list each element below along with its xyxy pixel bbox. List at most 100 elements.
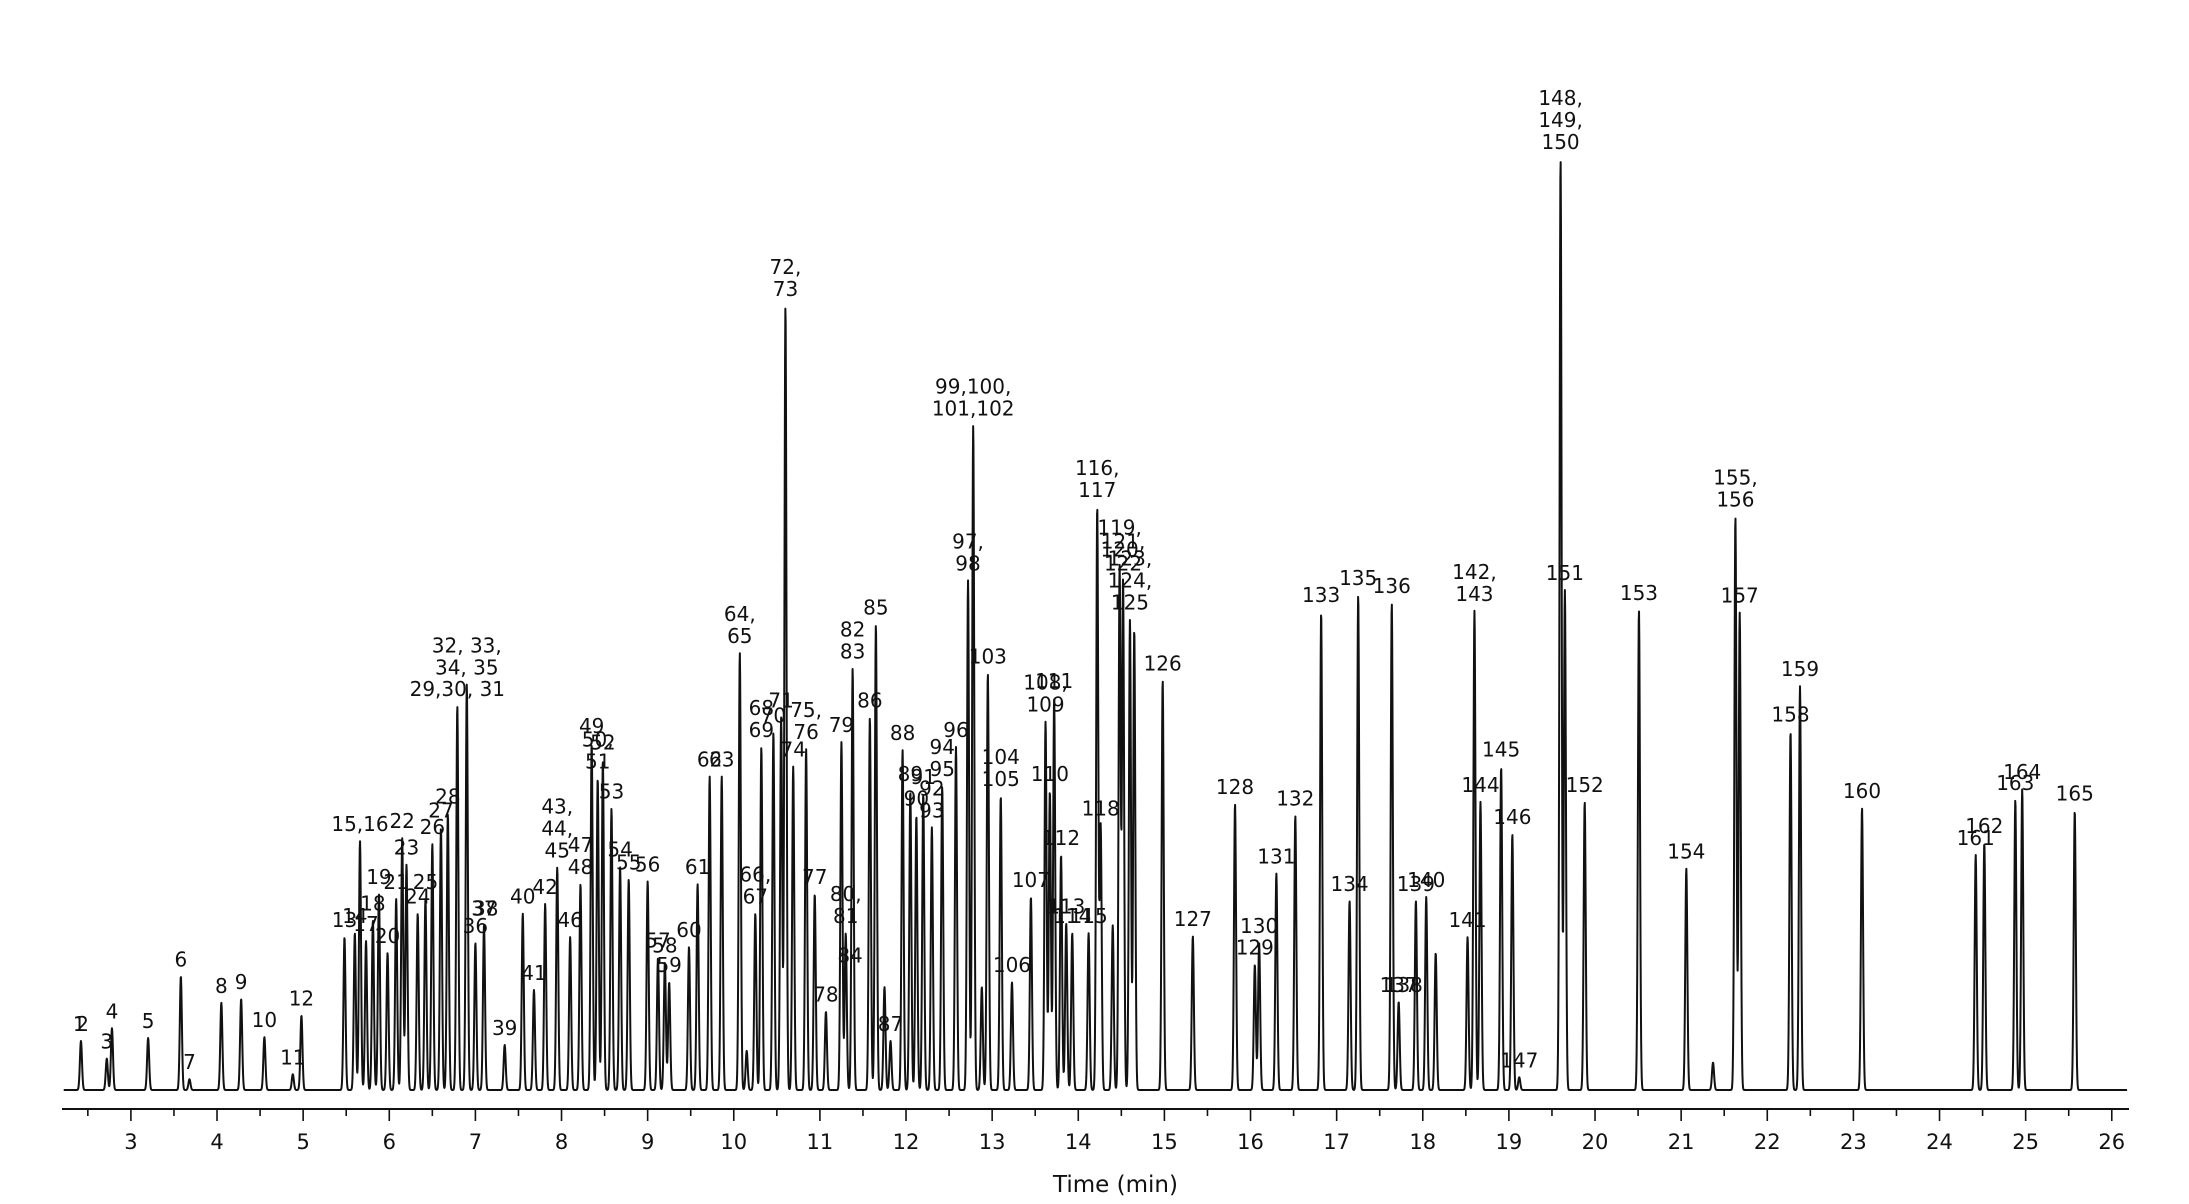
peak-label: 159 bbox=[1781, 657, 1819, 681]
peak-label: 113 bbox=[1047, 894, 1085, 918]
peak-label: 157 bbox=[1721, 584, 1759, 608]
peak-label: 108, bbox=[1023, 671, 1068, 695]
peak-label: 124, bbox=[1108, 569, 1153, 593]
peak-label: 103 bbox=[969, 645, 1007, 669]
peak-label: 41 bbox=[521, 961, 546, 985]
peak-label: 82 bbox=[840, 618, 865, 642]
peak-label: 21 bbox=[383, 870, 408, 894]
peak-label: 139 bbox=[1397, 872, 1435, 896]
peak-label: 58 bbox=[652, 934, 677, 958]
x-axis-group: 3 4 5 6 7 8 9 10 11 12 13 14 15 16 17 18 19 20 21 22 23 24 25 2… bbox=[62, 1108, 2129, 1154]
x-tick-label: 12 bbox=[893, 1130, 920, 1154]
peak-label: 2 bbox=[76, 1012, 89, 1036]
peak-label: 114 bbox=[1053, 904, 1091, 928]
peak-label: 7 bbox=[183, 1050, 196, 1074]
peak-label: 116, bbox=[1075, 456, 1120, 480]
trace-group bbox=[63, 161, 2128, 1091]
peak-label: 34, 35 bbox=[435, 655, 499, 679]
peak-label: 119, bbox=[1097, 516, 1142, 540]
peak-label: 126 bbox=[1144, 651, 1182, 675]
peak-label: 75, bbox=[790, 698, 822, 722]
peak-label: 122 bbox=[1104, 551, 1142, 575]
peak-label: 40 bbox=[510, 885, 535, 909]
peak-label: 32, 33, bbox=[432, 633, 502, 657]
peak-label: 118 bbox=[1082, 796, 1120, 820]
peak-label: 66, bbox=[739, 863, 771, 887]
peak-label: 98 bbox=[955, 551, 980, 575]
peak-label: 48 bbox=[568, 855, 593, 879]
x-axis-title: Time (min) bbox=[1052, 1172, 1178, 1198]
peak-label: 134 bbox=[1330, 872, 1368, 896]
peak-label: 141 bbox=[1448, 908, 1486, 932]
peak-label: 104 bbox=[982, 745, 1020, 769]
x-tick-label: 25 bbox=[2012, 1130, 2039, 1154]
x-tick-label: 9 bbox=[641, 1130, 654, 1154]
peak-label: 47 bbox=[568, 833, 593, 857]
peak-label: 121, bbox=[1101, 529, 1146, 553]
peak-label: 38 bbox=[473, 896, 498, 920]
x-tick-label: 20 bbox=[1582, 1130, 1609, 1154]
x-tick-label: 11 bbox=[807, 1130, 834, 1154]
peak-label: 125 bbox=[1111, 591, 1149, 615]
peak-label: 56 bbox=[635, 852, 660, 876]
x-tick-label: 7 bbox=[469, 1130, 482, 1154]
peak-label: 43, bbox=[541, 795, 573, 819]
peak-label: 62 bbox=[697, 747, 722, 771]
peak-label: 37 bbox=[471, 896, 496, 920]
peak-label: 93 bbox=[919, 798, 944, 822]
peak-label: 106 bbox=[993, 953, 1031, 977]
peak-label: 117 bbox=[1078, 478, 1116, 502]
peak-label: 99,100, bbox=[935, 375, 1011, 399]
x-tick-label: 19 bbox=[1496, 1130, 1523, 1154]
peak-label: 112 bbox=[1042, 826, 1080, 850]
peak-label: 24 bbox=[405, 885, 430, 909]
peak-label: 115 bbox=[1070, 904, 1108, 928]
peak-label: 80, bbox=[830, 882, 862, 906]
peak-label: 29,30, 31 bbox=[410, 677, 505, 701]
x-tick-label: 6 bbox=[383, 1130, 396, 1154]
peak-label: 20 bbox=[375, 924, 400, 948]
peak-label: 1 bbox=[73, 1012, 86, 1036]
peak-label: 133 bbox=[1302, 583, 1340, 607]
peak-label: 165 bbox=[2056, 782, 2094, 806]
peak-label: 12 bbox=[289, 987, 314, 1011]
peak-label: 27 bbox=[428, 798, 453, 822]
peak-label: 65 bbox=[727, 624, 752, 648]
peak-label: 77 bbox=[802, 865, 827, 889]
peak-label: 73 bbox=[773, 277, 798, 301]
peak-label: 131 bbox=[1257, 844, 1295, 868]
peak-label: 160 bbox=[1843, 779, 1881, 803]
peak-label: 45 bbox=[544, 839, 569, 863]
x-tick-label: 3 bbox=[124, 1130, 137, 1154]
peak-label: 107 bbox=[1012, 868, 1050, 892]
x-tick-label: 16 bbox=[1237, 1130, 1264, 1154]
peak-label: 138 bbox=[1385, 973, 1423, 997]
peak-label: 76 bbox=[793, 720, 818, 744]
peak-label: 158 bbox=[1771, 702, 1809, 726]
peak-label: 88 bbox=[890, 721, 915, 745]
x-tick-label: 5 bbox=[296, 1130, 309, 1154]
peak-label: 52 bbox=[590, 731, 615, 755]
peak-label: 79 bbox=[829, 713, 854, 737]
peak-label: 11 bbox=[280, 1045, 305, 1069]
peak-label: 39 bbox=[492, 1016, 517, 1040]
peak-label: 147 bbox=[1500, 1048, 1538, 1072]
peak-label: 14 bbox=[342, 904, 367, 928]
peak-label: 140 bbox=[1407, 868, 1445, 892]
x-tick-label: 15 bbox=[1151, 1130, 1178, 1154]
peak-label: 19 bbox=[366, 865, 391, 889]
peak-label: 130 bbox=[1240, 914, 1278, 938]
peak-label: 87 bbox=[878, 1012, 903, 1036]
peak-label: 86 bbox=[857, 689, 882, 713]
peak-label: 23 bbox=[394, 836, 419, 860]
peak-label: 5 bbox=[142, 1009, 155, 1033]
chromatogram-trace bbox=[63, 161, 2128, 1091]
peak-label: 60 bbox=[676, 918, 701, 942]
peak-label: 50, bbox=[582, 727, 614, 751]
x-tick-label: 8 bbox=[555, 1130, 568, 1154]
peak-label: 59 bbox=[656, 953, 681, 977]
x-tick-label: 17 bbox=[1323, 1130, 1350, 1154]
peak-label: 90 bbox=[904, 787, 929, 811]
peak-label: 4 bbox=[106, 999, 119, 1023]
